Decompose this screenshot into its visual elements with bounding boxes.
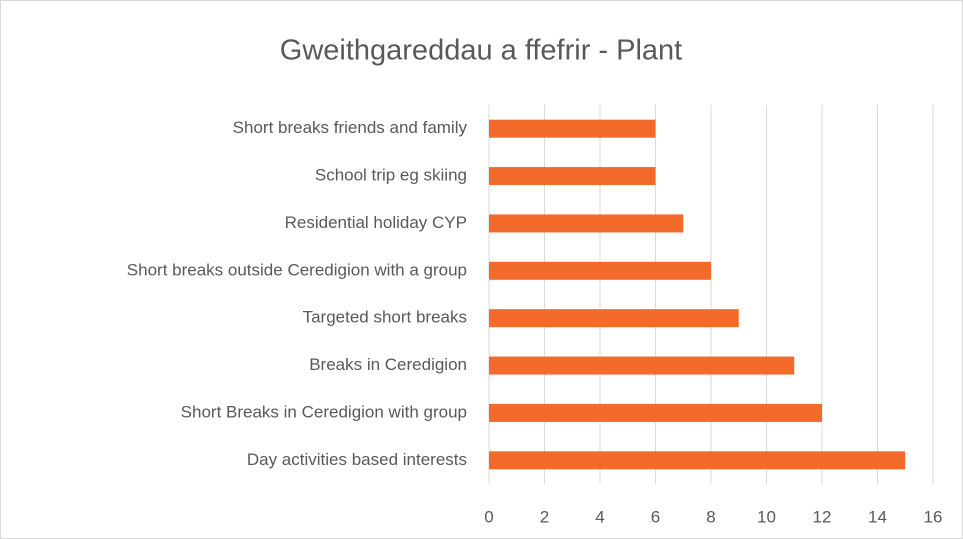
y-tick-label: Short Breaks in Ceredigion with group — [181, 402, 467, 421]
y-tick-label: Residential holiday CYP — [285, 213, 467, 232]
y-tick-label: School trip eg skiing — [315, 166, 467, 185]
y-tick-label: Short breaks friends and family — [233, 118, 468, 137]
y-tick-label: Breaks in Ceredigion — [309, 355, 467, 374]
chart-title: Gweithgareddau a ffefrir - Plant — [280, 35, 682, 67]
bar — [489, 261, 711, 280]
bar — [489, 167, 656, 186]
bar — [489, 119, 656, 138]
x-tick-label: 14 — [868, 507, 887, 526]
y-tick-label: Day activities based interests — [247, 450, 467, 469]
bar — [489, 309, 739, 328]
x-tick-label: 12 — [813, 507, 832, 526]
x-tick-label: 4 — [595, 507, 604, 526]
x-tick-label: 10 — [757, 507, 776, 526]
y-tick-label: Short breaks outside Ceredigion with a g… — [127, 260, 467, 279]
bar — [489, 214, 684, 233]
y-tick-label: Targeted short breaks — [303, 308, 467, 327]
bar — [489, 451, 906, 470]
x-tick-label: 2 — [540, 507, 549, 526]
x-tick-label: 6 — [651, 507, 660, 526]
x-tick-label: 16 — [924, 507, 943, 526]
bar — [489, 356, 795, 375]
x-tick-label: 0 — [484, 507, 493, 526]
bar — [489, 403, 822, 422]
x-tick-label: 8 — [706, 507, 715, 526]
